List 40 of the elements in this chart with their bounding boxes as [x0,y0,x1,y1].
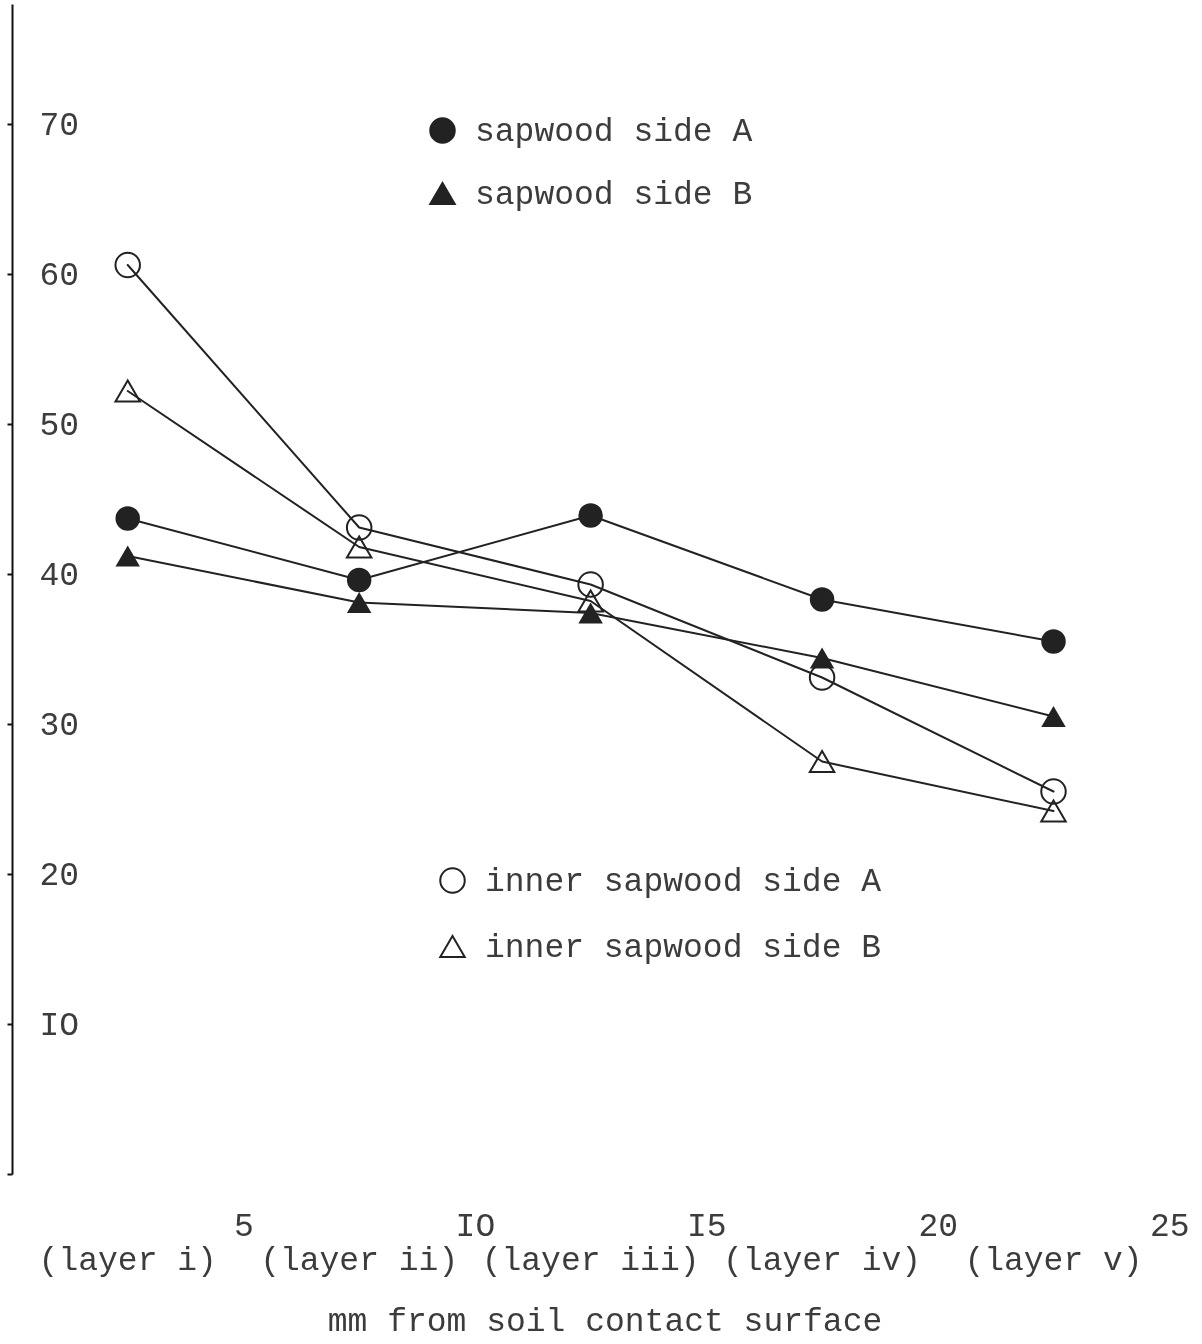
text: (layer iii) [481,1243,700,1280]
text: (layer v) [964,1243,1143,1280]
point [114,379,141,403]
legend-label: sapwood side B [475,176,753,214]
y-tick-label: 60 [39,257,80,295]
point [1040,799,1067,823]
legend-label: inner sapwood side B [485,929,882,967]
y-tick-label: IO [39,1007,80,1045]
point [114,251,141,279]
x-axis-title: mm from soil contact surface [327,1303,883,1341]
y-tick-label: 30 [39,707,80,745]
point [346,591,372,614]
x-tick-label: IO [455,1208,496,1246]
point [115,506,140,531]
point [1040,778,1067,805]
point [578,602,603,624]
point [346,567,372,593]
text: (layer ii) [260,1243,459,1280]
text: (layer i) [38,1243,217,1280]
point [808,749,836,774]
point [809,587,835,612]
x-tick-label: 25 [1149,1208,1190,1246]
point [1041,629,1066,654]
x-tick-label: 5 [234,1208,254,1246]
point [115,545,140,567]
point [578,503,603,528]
y-tick-label: 40 [39,557,80,595]
point [577,589,604,613]
x-tick-label: 20 [918,1208,959,1246]
y-tick-label: 50 [39,407,80,445]
point [345,514,373,541]
point [577,571,604,598]
legend-label: sapwood side A [475,113,753,151]
y-tick-label: 70 [39,107,80,145]
point [1041,705,1066,728]
point [345,535,373,559]
legend-label: inner sapwood side A [485,863,882,901]
y-tick-label: 20 [39,857,80,895]
text: (layer iv) [723,1243,922,1280]
x-tick-label: I5 [687,1208,727,1246]
